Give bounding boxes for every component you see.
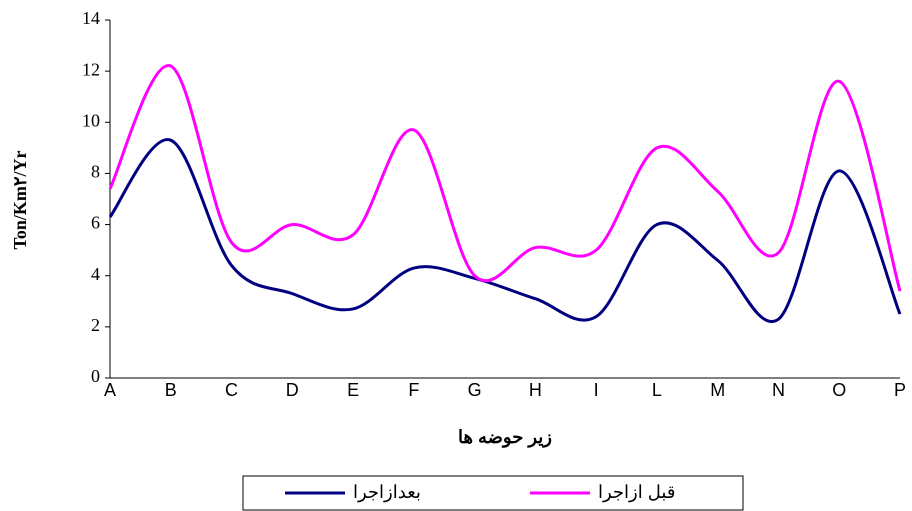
x-tick-label: E <box>347 380 359 400</box>
x-tick-label: D <box>286 380 299 400</box>
x-tick-label: A <box>104 380 116 400</box>
x-tick-label: L <box>652 380 662 400</box>
x-axis-label: زیر حوضه ها <box>458 427 552 448</box>
y-tick-label: 8 <box>91 162 100 182</box>
x-tick-label: M <box>710 380 725 400</box>
legend-label: بعدازاجرا <box>353 482 421 503</box>
y-tick-label: 6 <box>91 213 100 233</box>
series-line <box>108 64 902 292</box>
y-tick-label: 10 <box>82 110 100 130</box>
x-tick-label: B <box>165 380 177 400</box>
x-tick-label: O <box>832 380 846 400</box>
x-tick-label: C <box>225 380 238 400</box>
x-tick-label: F <box>408 380 419 400</box>
y-axis-label: Ton/Km۲/Yr <box>10 150 30 249</box>
x-tick-label: H <box>529 380 542 400</box>
y-tick-label: 0 <box>91 366 100 386</box>
x-tick-label: N <box>772 380 785 400</box>
series-line <box>108 138 902 324</box>
x-tick-label: G <box>468 380 482 400</box>
x-tick-label: P <box>894 380 906 400</box>
y-tick-label: 12 <box>82 59 100 79</box>
y-tick-label: 14 <box>82 8 100 28</box>
y-tick-label: 2 <box>91 315 100 335</box>
y-tick-label: 4 <box>91 264 100 284</box>
legend-label: قبل ازاجرا <box>598 482 675 503</box>
x-tick-label: I <box>594 380 599 400</box>
